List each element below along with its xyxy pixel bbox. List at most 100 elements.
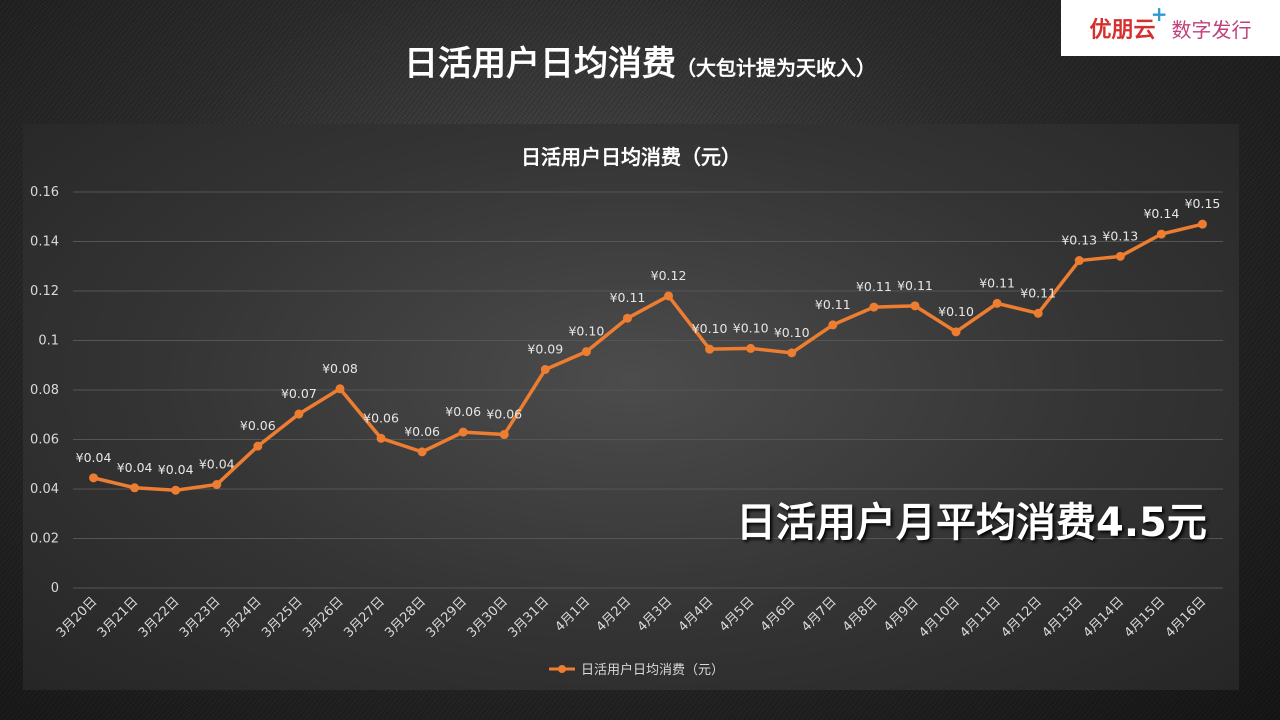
x-tick-label: 4月14日: [1081, 594, 1128, 641]
x-tick-label: 3月31日: [506, 594, 553, 641]
y-tick-label: 0: [51, 581, 59, 596]
data-point[interactable]: [581, 347, 591, 357]
y-tick-label: 0.02: [30, 532, 59, 547]
data-point[interactable]: [1197, 219, 1207, 229]
x-tick-label: 4月16日: [1163, 594, 1210, 641]
data-point[interactable]: [417, 447, 427, 457]
callout-text: 日活用户月平均消费4.5元: [736, 500, 1207, 546]
data-point[interactable]: [540, 364, 550, 374]
x-axis: 3月20日3月21日3月22日3月23日3月24日3月25日3月26日3月27日…: [54, 594, 1209, 641]
data-point[interactable]: [705, 344, 715, 354]
x-tick-label: 4月3日: [635, 594, 676, 635]
data-label: ¥0.10: [568, 324, 604, 339]
data-label: ¥0.10: [938, 304, 974, 319]
data-point[interactable]: [89, 473, 99, 483]
data-label: ¥0.11: [979, 275, 1015, 290]
x-tick-label: 4月2日: [594, 594, 635, 635]
data-label: ¥0.13: [1061, 233, 1097, 248]
chart-title: 日活用户日均消费（元）: [521, 145, 741, 169]
legend: 日活用户日均消费（元）: [549, 662, 724, 678]
y-tick-label: 0.04: [30, 482, 59, 497]
data-point[interactable]: [335, 384, 345, 394]
x-tick-label: 3月20日: [54, 594, 101, 641]
data-label: ¥0.08: [322, 361, 358, 376]
logo-brand: 优朋云 +: [1089, 2, 1167, 44]
x-tick-label: 3月29日: [423, 594, 470, 641]
data-point[interactable]: [1074, 256, 1084, 266]
data-label: ¥0.10: [733, 320, 769, 335]
data-point[interactable]: [499, 430, 509, 440]
x-tick-label: 4月12日: [998, 594, 1045, 641]
data-point[interactable]: [458, 427, 468, 437]
data-point[interactable]: [869, 302, 879, 312]
legend-marker: [558, 665, 566, 673]
data-label: ¥0.04: [199, 457, 235, 472]
series-line: [93, 222, 1203, 492]
x-tick-label: 4月11日: [957, 594, 1004, 641]
x-tick-label: 4月6日: [758, 594, 799, 635]
data-point[interactable]: [951, 327, 961, 337]
data-label: ¥0.06: [240, 418, 276, 433]
y-tick-label: 0.12: [30, 284, 59, 299]
data-point[interactable]: [212, 480, 222, 490]
data-label: ¥0.11: [610, 290, 646, 305]
logo-plus-icon: +: [1150, 2, 1168, 26]
logo-brand-text: 优朋云: [1089, 18, 1156, 43]
x-tick-label: 3月21日: [95, 594, 142, 641]
y-tick-label: 0.14: [30, 235, 59, 250]
data-point[interactable]: [130, 483, 140, 493]
data-point[interactable]: [171, 485, 181, 495]
slide-title: 日活用户日均消费（大包计提为天收入）: [0, 36, 1280, 85]
x-tick-label: 3月30日: [465, 594, 512, 641]
data-point[interactable]: [622, 313, 632, 323]
data-label: ¥0.06: [445, 404, 481, 419]
data-label: ¥0.10: [774, 325, 810, 340]
data-point[interactable]: [910, 301, 920, 311]
x-tick-label: 4月10日: [916, 594, 963, 641]
data-label: ¥0.12: [651, 268, 687, 283]
data-label: ¥0.09: [527, 341, 563, 356]
x-tick-label: 4月4日: [676, 594, 717, 635]
data-label: ¥0.11: [856, 279, 892, 294]
x-tick-label: 3月22日: [136, 594, 183, 641]
gridlines: [73, 191, 1223, 589]
data-label: ¥0.07: [281, 386, 317, 401]
data-point[interactable]: [746, 343, 756, 353]
data-point[interactable]: [1033, 308, 1043, 318]
data-label: ¥0.04: [76, 450, 112, 465]
data-point[interactable]: [664, 291, 674, 301]
x-tick-label: 3月26日: [300, 594, 347, 641]
chart-panel: 日活用户日均消费（元） 0 0.02 0.04 0.06 0.08 0.1 0.12 0.14…: [23, 124, 1239, 690]
data-label: ¥0.14: [1143, 206, 1179, 221]
x-tick-label: 4月8日: [840, 594, 881, 635]
x-tick-label: 4月13日: [1040, 594, 1087, 641]
data-label: ¥0.15: [1185, 196, 1221, 211]
data-point[interactable]: [376, 433, 386, 443]
y-tick-label: 0.16: [30, 185, 59, 200]
x-tick-label: 3月23日: [177, 594, 224, 641]
data-point[interactable]: [294, 409, 304, 419]
data-point[interactable]: [828, 320, 838, 330]
data-point[interactable]: [787, 348, 797, 358]
data-label: ¥0.06: [363, 410, 399, 425]
logo: 优朋云 + 数字发行: [1061, 0, 1280, 56]
data-label: ¥0.06: [486, 407, 522, 422]
x-tick-label: 4月15日: [1122, 594, 1169, 641]
y-tick-label: 0.06: [30, 433, 59, 448]
x-tick-label: 3月25日: [259, 594, 306, 641]
data-label: ¥0.04: [117, 460, 153, 475]
x-tick-label: 4月9日: [881, 594, 922, 635]
data-label: ¥0.11: [815, 297, 851, 312]
x-tick-label: 4月1日: [553, 594, 594, 635]
data-point[interactable]: [992, 298, 1002, 308]
logo-subtitle: 数字发行: [1171, 17, 1252, 42]
data-point[interactable]: [1156, 229, 1166, 239]
data-labels: ¥0.04 ¥0.04 ¥0.04 ¥0.04 ¥0.06 ¥0.07 ¥0.08 ¥0.06…: [76, 196, 1221, 477]
x-tick-label: 3月28日: [382, 594, 429, 641]
y-tick-label: 0.1: [38, 334, 59, 349]
line-chart: 日活用户日均消费（元） 0 0.02 0.04 0.06 0.08 0.1 0.12 0.14…: [30, 145, 1223, 678]
data-point[interactable]: [1115, 251, 1125, 261]
data-point[interactable]: [253, 441, 263, 451]
x-tick-label: 3月24日: [218, 594, 265, 641]
data-label: ¥0.10: [692, 321, 728, 336]
